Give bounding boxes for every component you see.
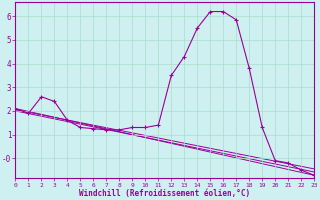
X-axis label: Windchill (Refroidissement éolien,°C): Windchill (Refroidissement éolien,°C)	[79, 189, 250, 198]
